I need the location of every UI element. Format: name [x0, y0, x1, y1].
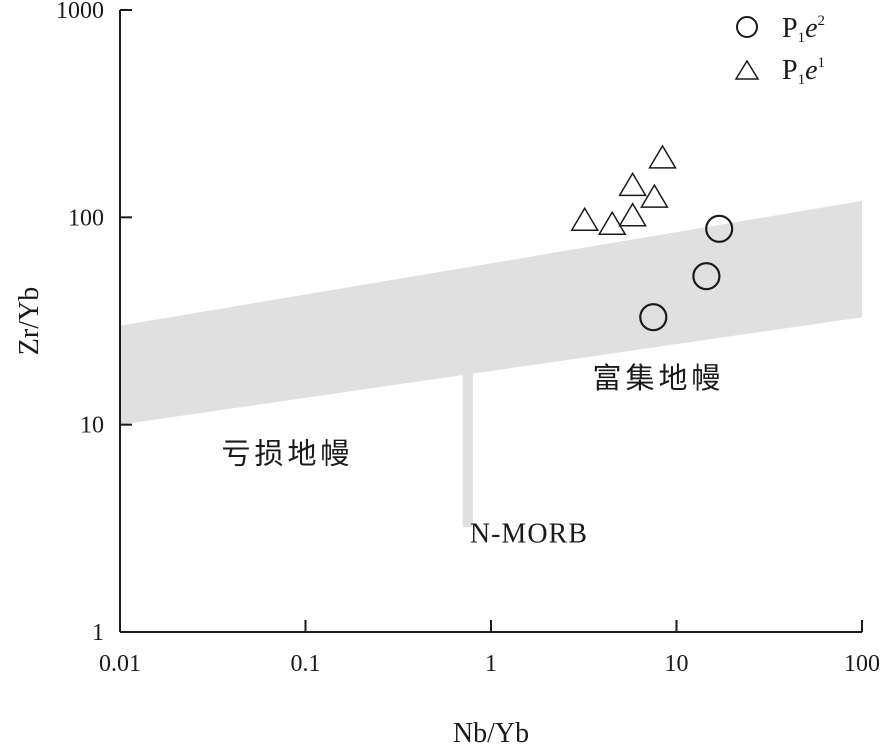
n-morb-bar: [462, 371, 473, 528]
region-labels: 富集地幔 亏损地幔 N-MORB: [221, 361, 724, 550]
x-axis-title: Nb/Yb: [453, 718, 529, 746]
data-point-circle: [639, 303, 668, 332]
legend: P1e2 P1e1: [734, 13, 825, 88]
data-points: [570, 144, 734, 332]
region-label-depleted-mantle: 亏损地幔: [221, 437, 353, 471]
region-label-enriched-mantle: 富集地幔: [592, 361, 724, 395]
y-ticks: 1 10 100 1000: [56, 0, 132, 646]
x-tick-label: 0.1: [291, 651, 321, 677]
y-tick-label: 1: [92, 620, 104, 646]
y-tick-label: 1000: [56, 0, 104, 24]
data-point-circle: [705, 214, 734, 243]
x-ticks: 0.01 0.1 1 10 100: [99, 620, 880, 677]
region-label-n-morb: N-MORB: [470, 519, 588, 550]
legend-label-p1e2: P1e2: [782, 13, 825, 46]
y-tick-label: 100: [68, 205, 104, 231]
data-point-triangle: [648, 144, 677, 169]
y-tick-label: 10: [80, 413, 104, 439]
data-point-triangle: [597, 210, 627, 235]
x-tick-label: 0.01: [99, 651, 141, 677]
x-tick-label: 10: [665, 651, 689, 677]
legend-label-p1e1: P1e1: [782, 55, 825, 88]
data-point-triangle: [618, 171, 647, 197]
x-tick-label: 100: [844, 651, 880, 677]
legend-triangle-marker: [734, 59, 760, 80]
legend-circle-marker: [736, 16, 758, 38]
data-point-triangle: [640, 183, 669, 208]
data-point-circle: [692, 262, 721, 291]
x-tick-label: 1: [485, 651, 497, 677]
legend-entry-circle: P1e2: [736, 13, 825, 46]
legend-entry-triangle: P1e1: [734, 55, 825, 88]
mantle-array-band: [120, 200, 862, 425]
data-point-triangle: [618, 202, 647, 227]
data-point-triangle: [570, 206, 600, 232]
y-axis-title: Zr/Yb: [14, 287, 45, 355]
array-band-layer: [120, 200, 862, 528]
